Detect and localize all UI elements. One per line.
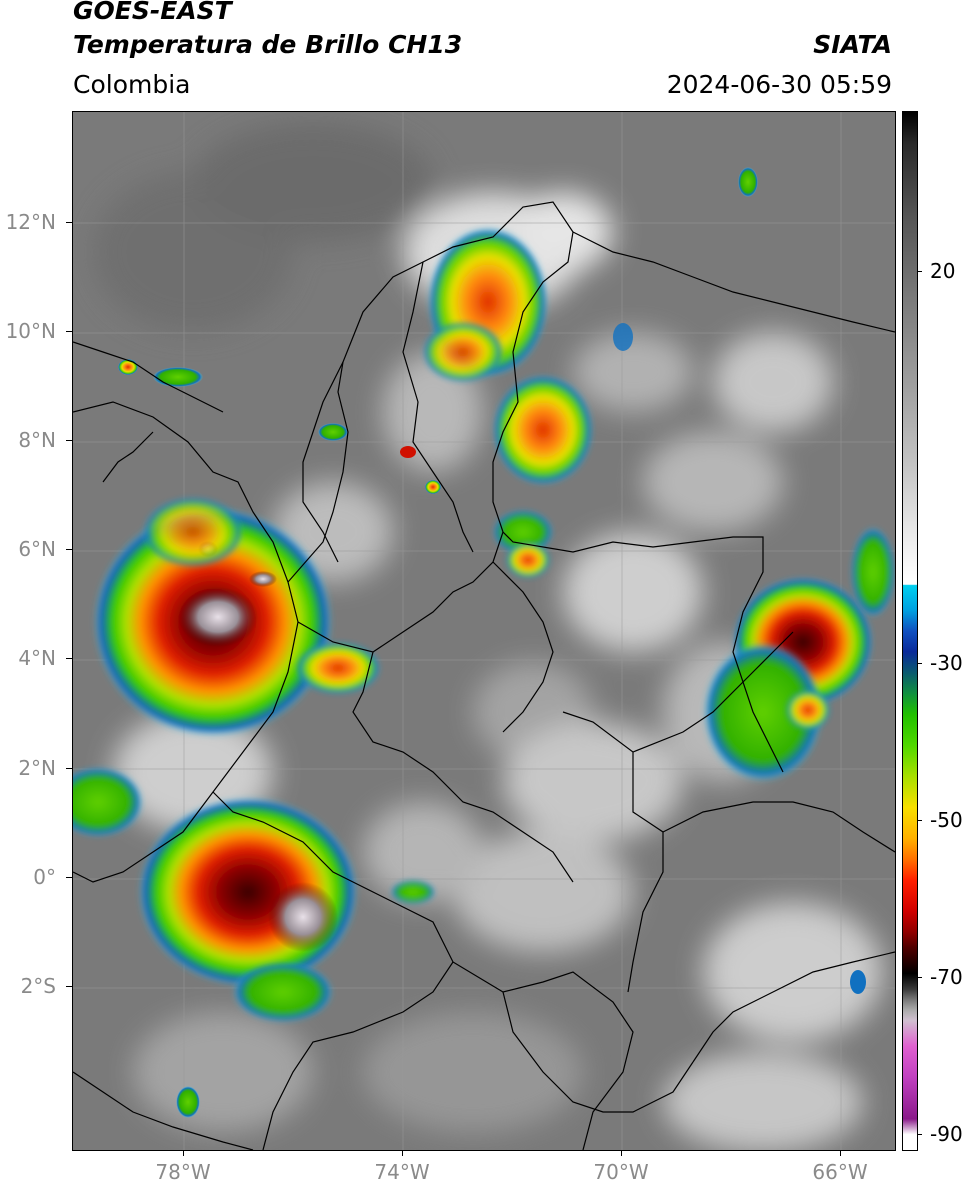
lat-label: 4°N [18, 646, 56, 670]
lon-label: 74°W [374, 1160, 430, 1184]
colorbar-tick [917, 663, 922, 664]
colorbar-label: 20 [930, 259, 956, 283]
lat-label: 10°N [5, 319, 56, 343]
lat-tick [66, 658, 72, 659]
colorbar-tick [917, 820, 922, 821]
map-svg [73, 112, 895, 1150]
colorbar-tick [917, 977, 922, 978]
lat-label: 12°N [5, 210, 56, 234]
colorbar-label: -70 [930, 965, 963, 989]
organization-label: SIATA [813, 30, 892, 59]
lon-tick [402, 1150, 403, 1156]
lat-label: 0° [33, 865, 56, 889]
lat-tick [66, 549, 72, 550]
lat-label: 6°N [18, 537, 56, 561]
lon-tick [183, 1150, 184, 1156]
lat-label: 2°S [20, 974, 56, 998]
colorbar-label: -50 [930, 808, 963, 832]
lon-tick [621, 1150, 622, 1156]
product-title: Temperatura de Brillo CH13 [73, 30, 463, 59]
colorbar-tick [917, 1134, 922, 1135]
lat-tick [66, 768, 72, 769]
satellite-map [72, 111, 896, 1151]
lat-tick [66, 331, 72, 332]
colorbar-label: -30 [930, 651, 963, 675]
lat-tick [66, 986, 72, 987]
region-label: Colombia [73, 70, 191, 99]
lat-label: 8°N [18, 428, 56, 452]
colorbar [902, 111, 918, 1151]
lat-label: 2°N [18, 756, 56, 780]
country-borders [73, 201, 895, 1150]
lat-tick [66, 222, 72, 223]
lon-label: 70°W [593, 1160, 649, 1184]
lon-label: 78°W [155, 1160, 211, 1184]
colorbar-tick [917, 271, 922, 272]
lon-tick [840, 1150, 841, 1156]
satellite-title: GOES-EAST [73, 0, 232, 25]
datetime-label: 2024-06-30 05:59 [666, 70, 892, 99]
lon-label: 66°W [812, 1160, 868, 1184]
colorbar-label: -90 [930, 1122, 963, 1146]
lat-tick [66, 877, 72, 878]
lat-tick [66, 440, 72, 441]
storm-cells [73, 167, 895, 1118]
